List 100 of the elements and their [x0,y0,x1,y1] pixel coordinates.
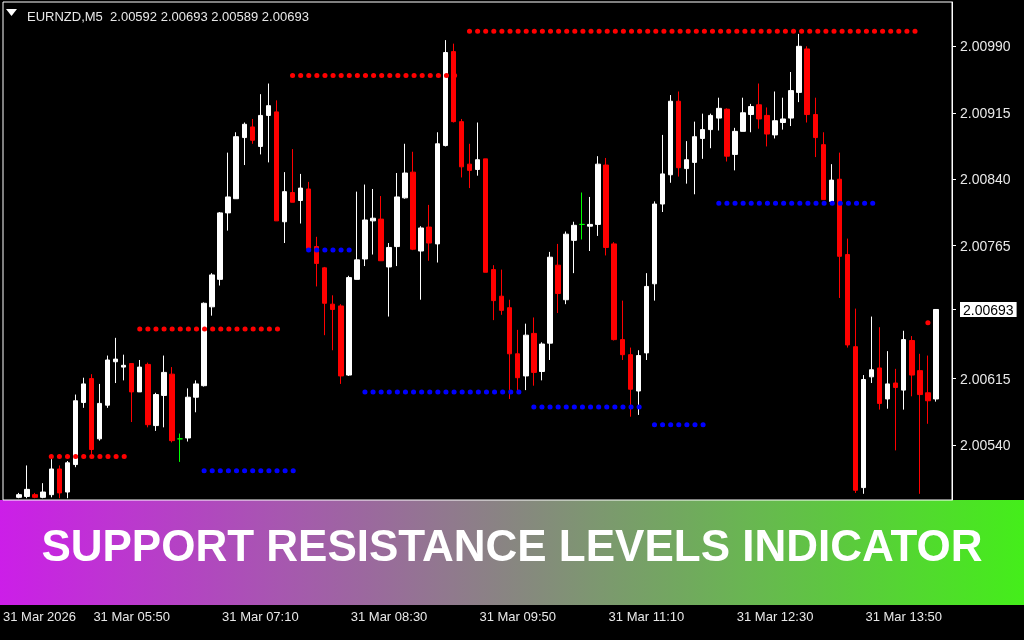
candlestick [402,143,408,200]
y-tick-label: 2.00615 [960,370,1011,387]
candlestick [901,330,906,411]
candlestick [620,300,625,361]
candlestick [821,131,826,201]
x-tick-label: 31 Mar 05:50 [93,609,170,624]
candlestick [274,99,279,222]
candlestick [467,143,472,189]
candlestick [161,355,167,428]
candlestick [322,266,327,336]
candlestick [563,231,569,305]
candlestick [652,200,657,302]
candlestick [499,269,504,316]
x-tick-label: 31 Mar 11:10 [608,609,685,624]
candlestick [603,157,609,256]
candlestick [362,184,368,267]
candlestick [153,392,159,432]
y-tick-label: 2.00540 [960,437,1011,454]
candlestick [668,94,673,184]
candlestick [587,196,593,252]
candlestick [113,337,118,384]
candlestick [684,140,689,185]
candlestick [418,225,424,301]
candlestick [129,363,134,423]
candlestick [426,204,432,262]
candlestick [636,349,641,416]
candlestick [32,492,38,499]
x-tick-label: 31 Mar 07:10 [222,609,299,624]
candlestick [169,366,175,443]
candlestick [611,241,617,341]
candlestick [250,118,255,145]
candlestick [217,211,223,287]
candlestick [523,323,529,391]
candlestick [435,131,440,264]
candlestick [740,97,746,132]
candlestick [676,91,681,178]
candlestick [185,387,191,443]
candlestick [772,91,778,139]
candlestick [443,39,448,147]
x-tick-label: 31 Mar 12:30 [736,609,814,624]
candlestick [266,83,271,163]
candlestick [209,272,215,317]
candlestick [57,464,62,499]
candlestick [829,163,834,202]
candlestick [925,355,931,425]
candlestick [539,341,545,381]
candlestick [354,191,360,280]
candlestick [692,121,697,195]
candlestick [796,33,802,103]
candlestick [475,122,480,177]
y-tick-label: 2.00990 [960,38,1011,55]
candlestick [813,97,818,158]
candlestick [861,374,866,495]
candlestick [708,113,713,149]
candlestick [628,347,633,418]
candlestick [193,379,199,413]
x-tick-label: 31 Mar 2026 [3,609,76,624]
candlestick [724,107,730,162]
candlestick [893,368,898,451]
candlestick [748,103,754,133]
candlestick [571,221,577,274]
candlestick [298,173,303,225]
candlestick [242,122,247,166]
y-tick-label: 2.00693 [963,301,1014,318]
y-tick-label: 2.00765 [960,237,1011,254]
candlestick [145,362,151,428]
y-tick-label: 2.00840 [960,171,1011,188]
candlestick [378,195,384,262]
candlestick [290,148,295,203]
candlestick [853,308,858,494]
candlestick [282,171,287,244]
candlestick [780,97,786,131]
candlestick [515,329,520,391]
x-tick-label: 31 Mar 13:50 [865,609,943,624]
candlestick [700,113,705,160]
candlestick [370,188,376,256]
candlestick [177,433,183,463]
candlestick [869,316,874,384]
candlestick [845,238,850,349]
candlestick [555,243,561,314]
candlestick [531,316,537,387]
candlestick [595,155,601,237]
candlestick [330,294,335,351]
candlestick [547,251,553,361]
y-tick-label: 2.00915 [960,104,1011,121]
candlestick [225,152,231,232]
candlestick [233,131,239,200]
candlestick [394,172,400,267]
candlestick [788,71,794,127]
x-tick-label: 31 Mar 09:50 [479,609,557,624]
candlestick [804,45,810,124]
candlestick [338,303,344,385]
candlestick [121,354,126,381]
candlestick [73,394,78,468]
candlestick [306,181,311,249]
candlestick [49,458,54,498]
candlestick [105,355,110,409]
candlestick [258,93,263,155]
candlestick [579,192,585,240]
candlestick [756,83,762,130]
